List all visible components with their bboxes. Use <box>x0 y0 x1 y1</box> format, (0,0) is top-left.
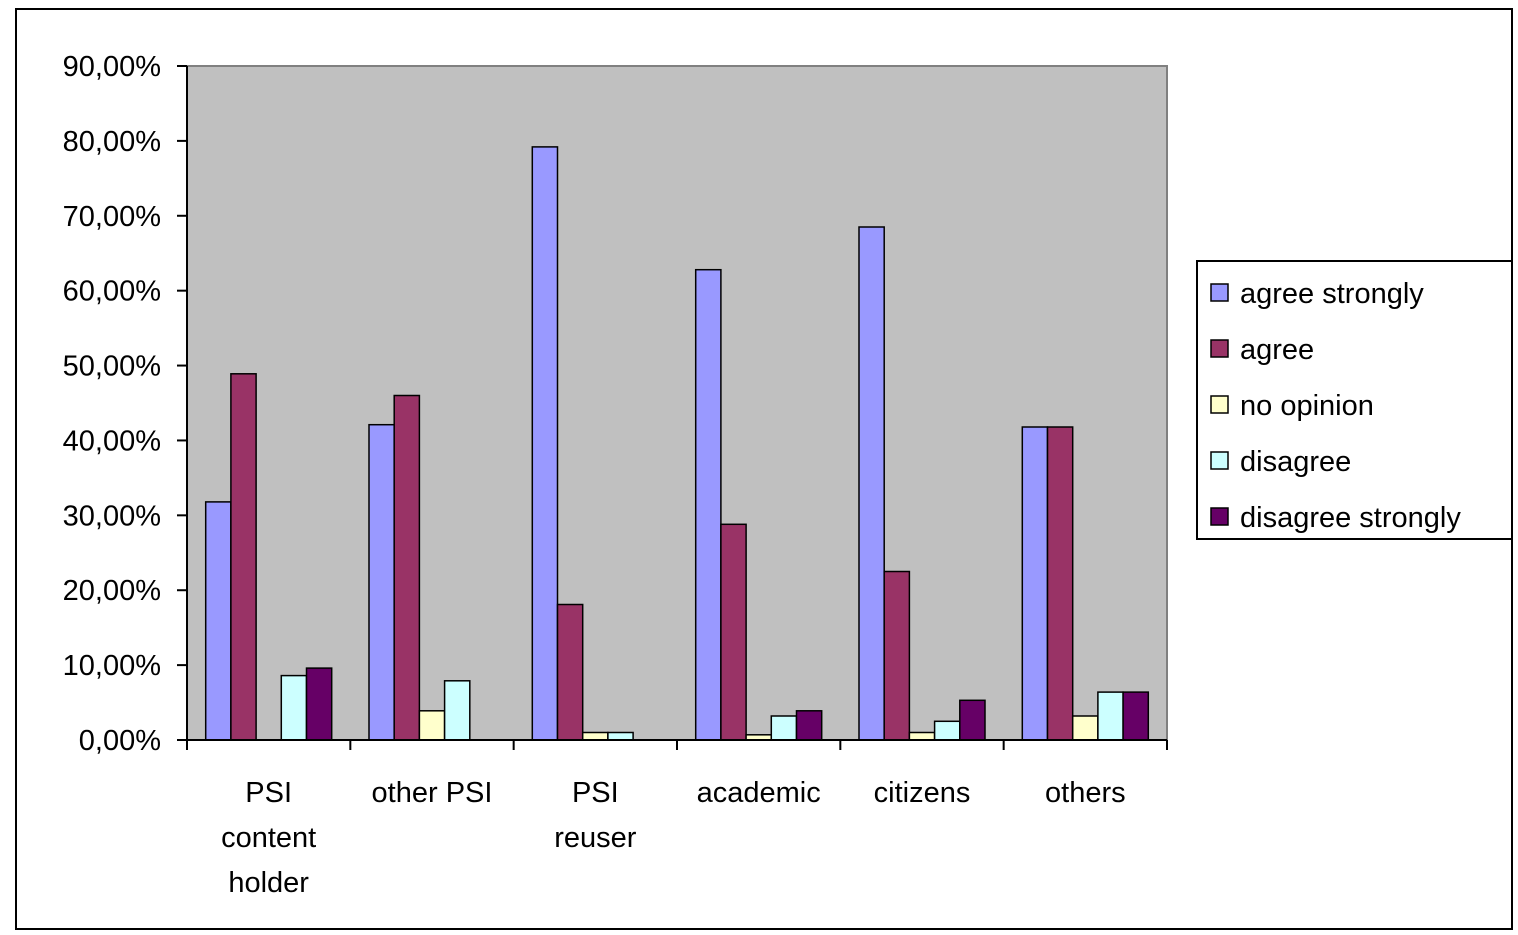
y-tick-label: 40,00% <box>63 425 161 457</box>
bars <box>204 146 1150 741</box>
x-tick-label: holder <box>228 867 309 899</box>
x-tick-label: other PSI <box>372 777 493 809</box>
legend-swatch <box>1210 283 1229 302</box>
legend-swatch <box>1210 339 1229 358</box>
bar <box>556 603 584 741</box>
legend-label: agree strongly <box>1240 278 1424 310</box>
y-tick-label: 80,00% <box>63 126 161 158</box>
bar <box>280 674 308 741</box>
bar <box>418 710 446 741</box>
legend-label: disagree strongly <box>1240 502 1461 534</box>
x-tick-label: reuser <box>554 822 637 854</box>
bar <box>933 720 961 741</box>
bar <box>694 268 722 741</box>
bar <box>230 373 257 741</box>
x-tick-label: academic <box>697 777 821 809</box>
legend-label: disagree <box>1240 446 1351 478</box>
y-tick-label: 50,00% <box>63 351 161 383</box>
x-tick-label: content <box>221 822 316 854</box>
bar <box>607 731 634 741</box>
x-tick-label: PSI <box>572 777 619 809</box>
y-tick-label: 90,00% <box>63 51 161 83</box>
y-tick-label: 10,00% <box>63 650 161 682</box>
bar <box>858 226 885 741</box>
axes: 0,00% 10,00% 20,00% 30,00% 40,00% 50,00% 60,00… <box>63 51 1168 899</box>
y-tick-label: 60,00% <box>63 276 161 308</box>
x-tick-label: others <box>1045 777 1126 809</box>
x-tick-label: PSI <box>245 777 292 809</box>
bar <box>531 146 559 741</box>
bar <box>1097 691 1124 741</box>
bar <box>1021 426 1049 741</box>
legend-swatch <box>1210 451 1229 470</box>
legend-box <box>1196 260 1513 540</box>
legend-label: agree <box>1240 334 1314 366</box>
y-tick-label: 30,00% <box>63 500 161 532</box>
bar <box>720 523 747 741</box>
y-tick-label: 0,00% <box>79 725 161 757</box>
legend-label: no opinion <box>1240 390 1374 422</box>
bar <box>443 680 471 741</box>
legend-swatch <box>1210 395 1229 414</box>
bar <box>1046 426 1074 741</box>
legend: agree strongly agree no opinion disagree dis… <box>1196 260 1513 540</box>
y-tick-label: 70,00% <box>63 201 161 233</box>
bar <box>959 699 986 741</box>
bar <box>393 394 421 741</box>
plot-background <box>186 65 1168 741</box>
bar <box>795 710 823 741</box>
bar <box>305 667 333 741</box>
bar <box>368 423 395 741</box>
bar <box>1071 715 1099 741</box>
bar <box>581 731 609 741</box>
y-tick-label: 20,00% <box>63 575 161 607</box>
legend-swatch <box>1210 507 1229 526</box>
x-tick-label: citizens <box>874 777 971 809</box>
bar <box>1122 691 1150 741</box>
plot-area <box>186 65 1168 741</box>
bar <box>908 731 936 741</box>
bar <box>883 570 911 741</box>
bar <box>204 501 232 741</box>
bar <box>770 715 798 741</box>
